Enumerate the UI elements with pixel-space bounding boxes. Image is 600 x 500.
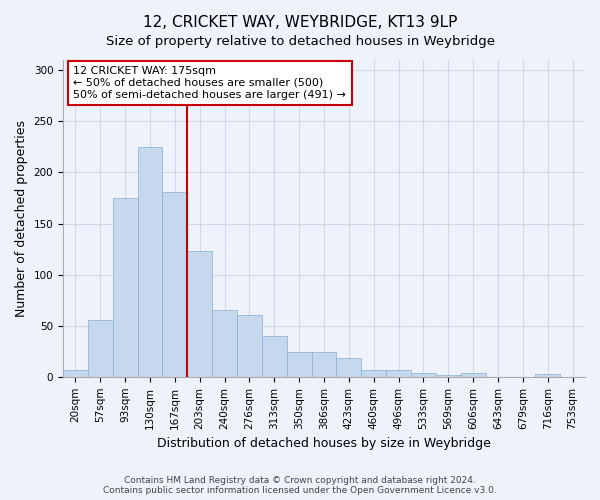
Bar [411, 372, 436, 377]
Bar [436, 375, 461, 377]
Bar [212, 310, 237, 377]
Bar [386, 370, 411, 377]
Text: Contains HM Land Registry data © Crown copyright and database right 2024.
Contai: Contains HM Land Registry data © Crown c… [103, 476, 497, 495]
Text: 12, CRICKET WAY, WEYBRIDGE, KT13 9LP: 12, CRICKET WAY, WEYBRIDGE, KT13 9LP [143, 15, 457, 30]
Text: Size of property relative to detached houses in Weybridge: Size of property relative to detached ho… [106, 35, 494, 48]
Bar [361, 370, 386, 377]
Bar [163, 192, 187, 377]
Bar [113, 198, 137, 377]
Y-axis label: Number of detached properties: Number of detached properties [15, 120, 28, 317]
Bar [262, 336, 287, 377]
X-axis label: Distribution of detached houses by size in Weybridge: Distribution of detached houses by size … [157, 437, 491, 450]
Text: 12 CRICKET WAY: 175sqm
← 50% of detached houses are smaller (500)
50% of semi-de: 12 CRICKET WAY: 175sqm ← 50% of detached… [73, 66, 346, 100]
Bar [287, 352, 311, 377]
Bar [137, 147, 163, 377]
Bar [337, 358, 361, 377]
Bar [535, 374, 560, 377]
Bar [311, 352, 337, 377]
Bar [461, 372, 485, 377]
Bar [237, 316, 262, 377]
Bar [187, 251, 212, 377]
Bar [63, 370, 88, 377]
Bar [88, 320, 113, 377]
